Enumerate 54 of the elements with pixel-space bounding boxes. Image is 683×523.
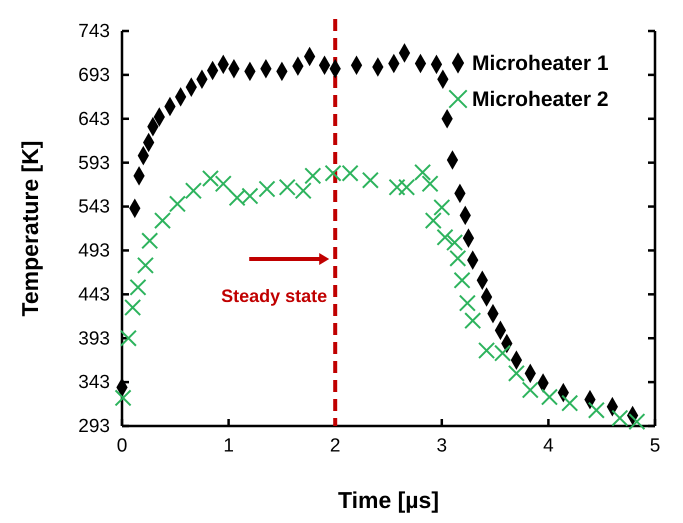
point xyxy=(202,170,220,188)
y-tick-label: 693 xyxy=(78,64,110,86)
point xyxy=(522,381,539,399)
x-tick-label: 5 xyxy=(650,435,660,456)
point xyxy=(424,212,442,230)
point xyxy=(449,250,466,267)
point xyxy=(136,256,154,274)
y-tick-label: 343 xyxy=(78,372,110,394)
point xyxy=(414,164,432,181)
y-tick-label: 393 xyxy=(78,328,110,350)
point xyxy=(561,394,578,412)
point xyxy=(141,232,158,250)
point xyxy=(214,175,232,192)
point xyxy=(258,180,276,198)
point xyxy=(436,228,454,246)
y-tick-label: 493 xyxy=(78,240,110,262)
point xyxy=(464,312,482,330)
y-tick-label: 293 xyxy=(78,416,110,438)
point xyxy=(628,413,646,430)
point xyxy=(508,364,525,382)
point xyxy=(362,172,379,189)
point xyxy=(446,234,464,252)
legend-label: Microheater 2 xyxy=(472,88,609,111)
y-tick-label: 743 xyxy=(78,21,110,42)
y-axis-title: Temperature [K] xyxy=(17,140,43,316)
x-tick-label: 0 xyxy=(116,435,128,456)
x-tick-label: 1 xyxy=(223,435,234,456)
ref-line-label: Steady state xyxy=(221,286,328,306)
point xyxy=(433,198,450,216)
point xyxy=(454,272,471,289)
x-tick-label: 4 xyxy=(543,435,554,456)
x-axis-title: Time [µs] xyxy=(338,487,440,513)
point xyxy=(398,178,416,196)
point xyxy=(388,178,406,196)
point xyxy=(114,389,132,406)
point xyxy=(422,175,439,192)
point xyxy=(120,330,137,347)
point xyxy=(458,294,476,312)
point xyxy=(540,388,558,406)
x-tick-label: 3 xyxy=(436,435,448,456)
y-tick-label: 643 xyxy=(78,108,110,130)
point xyxy=(611,410,628,427)
point xyxy=(168,195,186,212)
point xyxy=(304,167,322,184)
x-tick-label: 2 xyxy=(330,435,340,456)
y-tick-label: 543 xyxy=(78,196,110,218)
point xyxy=(124,298,142,316)
legend-label: Microheater 1 xyxy=(472,52,609,75)
y-tick-label: 443 xyxy=(78,284,110,306)
y-tick-label: 593 xyxy=(78,152,110,174)
point xyxy=(588,402,605,419)
point xyxy=(184,182,202,200)
point xyxy=(129,278,147,296)
point xyxy=(154,212,172,230)
